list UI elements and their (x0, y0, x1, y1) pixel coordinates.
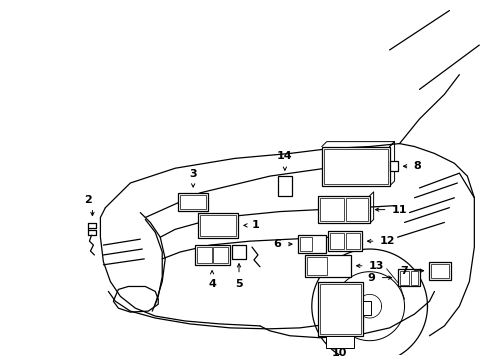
Bar (317, 282, 362, 336)
Bar (198, 212, 238, 238)
Bar (399, 271, 407, 284)
Bar (362, 301, 370, 315)
Bar (304, 255, 350, 276)
Text: 14: 14 (277, 151, 292, 161)
Text: 2: 2 (84, 195, 92, 205)
Text: 5: 5 (235, 279, 243, 289)
Text: 10: 10 (331, 348, 346, 357)
Bar (213, 247, 227, 263)
Text: 13: 13 (368, 261, 383, 271)
Text: 1: 1 (251, 220, 259, 230)
Bar (327, 231, 361, 251)
Text: 6: 6 (272, 239, 280, 249)
Bar (345, 198, 367, 221)
Bar (345, 233, 359, 249)
Bar (200, 215, 236, 236)
Bar (319, 198, 343, 221)
Text: 9: 9 (367, 273, 375, 283)
Bar (197, 247, 212, 263)
Bar (319, 284, 360, 334)
Bar (317, 196, 369, 224)
Bar (397, 269, 419, 287)
Bar (321, 147, 389, 186)
Bar (430, 264, 448, 278)
Bar (323, 149, 387, 184)
Bar (195, 245, 229, 265)
Text: 3: 3 (189, 169, 197, 179)
Bar (325, 336, 353, 348)
Text: 7: 7 (399, 266, 407, 276)
Text: 11: 11 (391, 204, 406, 215)
Bar (389, 161, 397, 171)
Bar (178, 193, 208, 211)
Bar (306, 257, 326, 275)
Bar (180, 195, 205, 209)
Bar (329, 233, 343, 249)
Bar (297, 235, 325, 253)
Bar (410, 271, 417, 284)
Bar (428, 262, 450, 280)
Bar (299, 237, 311, 251)
Bar (277, 176, 291, 196)
Text: 4: 4 (208, 279, 216, 289)
Text: 12: 12 (379, 236, 394, 246)
Text: 8: 8 (413, 161, 420, 171)
